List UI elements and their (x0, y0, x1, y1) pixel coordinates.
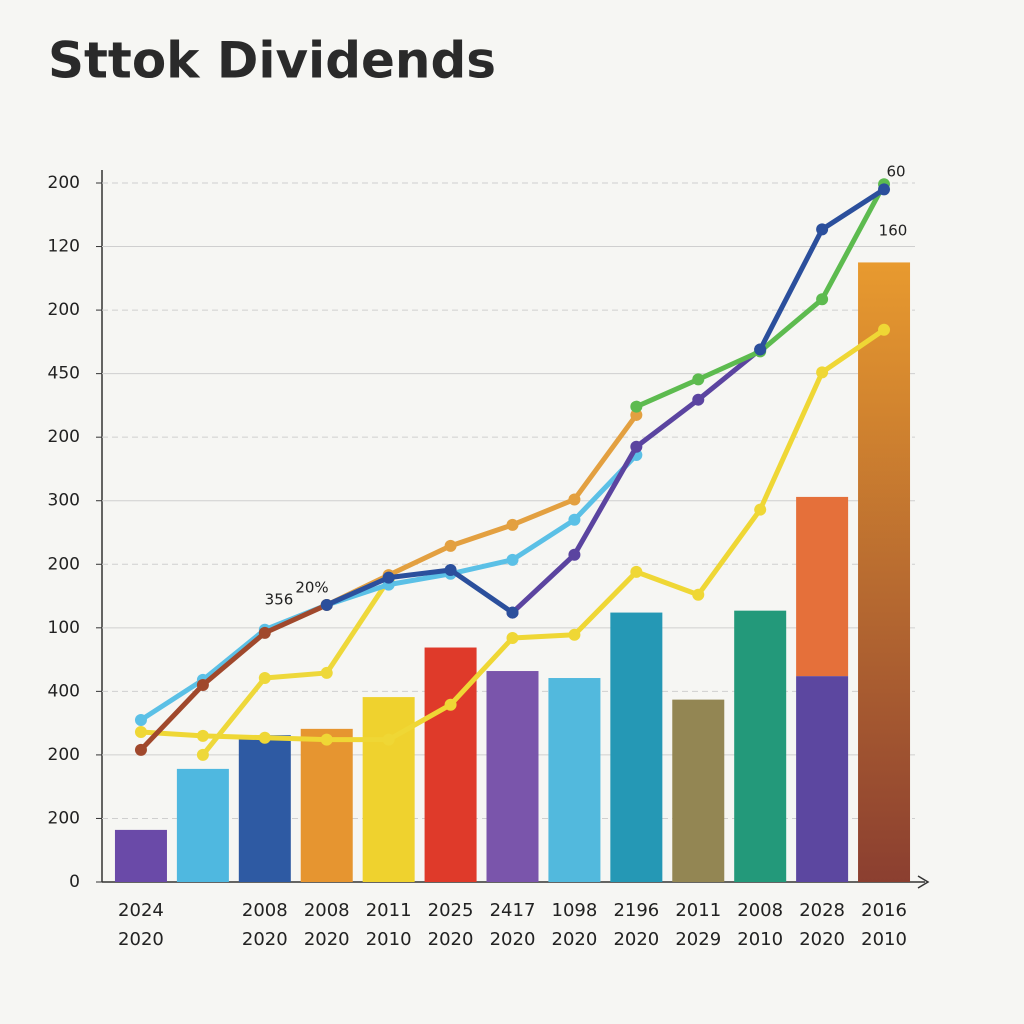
bar (548, 678, 601, 882)
x-tick-label: 2008 (242, 900, 288, 921)
x-tick-label: 2008 (737, 900, 783, 921)
bar (362, 697, 415, 882)
chart-title: Sttok Dividends (48, 32, 496, 90)
bar (796, 676, 849, 882)
line-point (506, 553, 519, 566)
x-tick-label: 2025 (428, 900, 474, 921)
x-tick-label: 2020 (304, 929, 350, 950)
line-point (630, 565, 643, 578)
line-point (134, 713, 147, 726)
line-point (568, 493, 581, 506)
x-tick-label: 2020 (428, 929, 474, 950)
annotation: 356 (265, 591, 294, 609)
line-point (258, 672, 271, 685)
line-point (692, 373, 705, 386)
y-tick-label: 200 (48, 300, 80, 320)
y-tick-label: 300 (48, 491, 80, 511)
line-series (324, 412, 639, 608)
line-point (630, 400, 643, 413)
x-tick-label: 1098 (552, 900, 598, 921)
line-point (878, 323, 891, 336)
x-tick-label: 2020 (613, 929, 659, 950)
line-series (200, 577, 392, 758)
bar (734, 610, 787, 882)
line-point (382, 571, 395, 584)
x-tick-label: 2010 (737, 929, 783, 950)
annotation: 60 (886, 163, 905, 181)
line-point (816, 366, 829, 379)
x-tick-label: 2196 (613, 900, 659, 921)
x-tick-label: 2016 (861, 900, 907, 921)
y-tick-label: 120 (48, 237, 80, 257)
x-tick-label: 2020 (799, 929, 845, 950)
x-tick-label: 2020 (118, 929, 164, 950)
x-axis-arrow (917, 875, 930, 889)
x-tick-label: 2020 (490, 929, 536, 950)
line-point (506, 631, 519, 644)
line-point (692, 393, 705, 406)
x-tick-label: 2008 (304, 900, 350, 921)
y-tick-label: 100 (48, 618, 80, 638)
line-point (506, 518, 519, 531)
x-tick-label: 2020 (552, 929, 598, 950)
y-tick-label: 200 (48, 554, 80, 574)
line-point (134, 743, 147, 756)
line-point (320, 666, 333, 679)
bar (300, 728, 353, 882)
line-point (196, 729, 209, 742)
line-point (444, 539, 457, 552)
bar (858, 262, 911, 882)
y-tick-label: 200 (48, 745, 80, 765)
line-point (320, 598, 333, 611)
line-point (506, 606, 519, 619)
line-point (258, 731, 271, 744)
annotation: 160 (879, 222, 908, 240)
y-tick-label: 450 (48, 364, 80, 384)
x-tick-label: 2010 (366, 929, 412, 950)
bar (114, 829, 167, 882)
line-series (324, 567, 515, 616)
y-tick-label: 200 (48, 808, 80, 828)
line-point (134, 726, 147, 739)
x-tick-label: 2011 (366, 900, 412, 921)
x-tick-label: 2417 (490, 900, 536, 921)
bar (610, 612, 663, 882)
line-point (444, 563, 457, 576)
x-tick-label: 2010 (861, 929, 907, 950)
y-tick-label: 400 (48, 681, 80, 701)
line-point (878, 183, 891, 196)
x-tick-label: 2024 (118, 900, 164, 921)
line-point (816, 293, 829, 306)
y-tick-label: 200 (48, 173, 80, 193)
line-point (754, 503, 767, 516)
x-tick-label: 2020 (242, 929, 288, 950)
bar (672, 699, 725, 882)
line-point (568, 513, 581, 526)
line-point (382, 733, 395, 746)
line-point (444, 698, 457, 711)
y-tick-label: 0 (69, 872, 80, 892)
line-point (630, 440, 643, 453)
bar (176, 768, 229, 882)
line-point (754, 343, 767, 356)
annotation: 20% (295, 579, 328, 597)
line-point (196, 679, 209, 692)
y-tick-label: 200 (48, 427, 80, 447)
line-point (258, 626, 271, 639)
line-point (196, 748, 209, 761)
x-tick-label: 2029 (675, 929, 721, 950)
x-tick-label: 2011 (675, 900, 721, 921)
bar (238, 735, 291, 882)
line-point (816, 223, 829, 236)
bar (486, 671, 539, 882)
bar-stack (796, 496, 849, 677)
x-tick-label: 2028 (799, 900, 845, 921)
line-point (568, 548, 581, 561)
line-series (138, 602, 330, 753)
line-point (320, 733, 333, 746)
line-point (692, 588, 705, 601)
line-point (630, 408, 643, 421)
line-point (568, 628, 581, 641)
